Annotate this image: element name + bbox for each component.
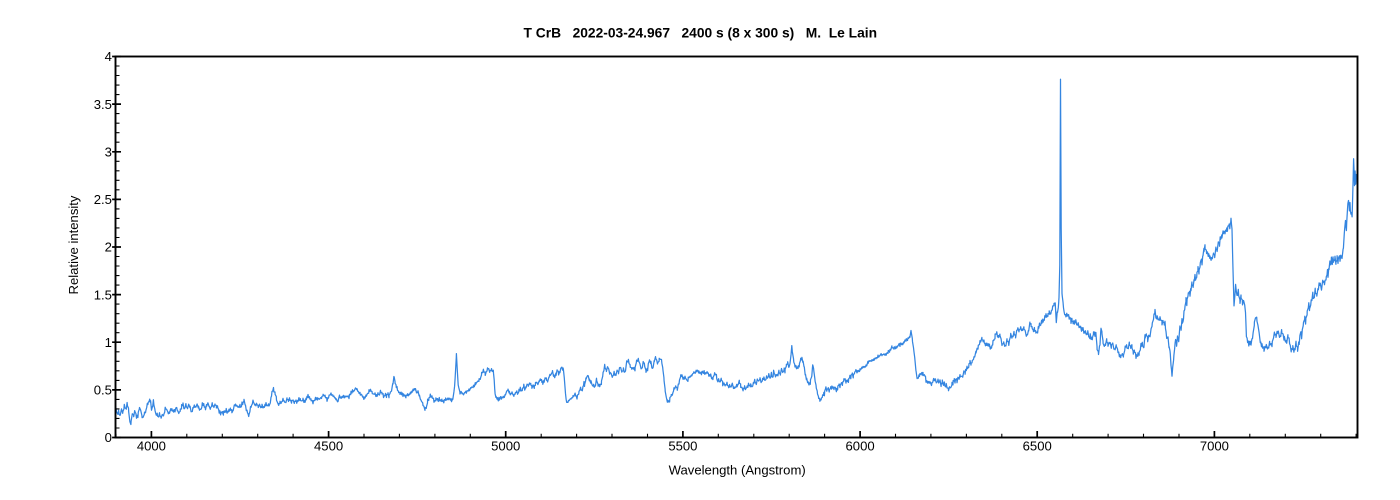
svg-text:0.5: 0.5 xyxy=(94,383,112,398)
svg-text:1.5: 1.5 xyxy=(94,287,112,302)
svg-text:4000: 4000 xyxy=(137,439,166,454)
svg-text:6500: 6500 xyxy=(1023,439,1052,454)
svg-text:2.5: 2.5 xyxy=(94,192,112,207)
svg-text:5500: 5500 xyxy=(668,439,697,454)
svg-text:Wavelength (Angstrom): Wavelength (Angstrom) xyxy=(669,463,806,478)
svg-text:T CrB 2022-03-24.967 2400: T CrB 2022-03-24.967 2400 s (8 x 300 s) … xyxy=(524,26,878,41)
svg-text:0: 0 xyxy=(105,430,112,445)
svg-text:Relative intensity: Relative intensity xyxy=(66,195,81,294)
svg-text:2: 2 xyxy=(105,240,112,255)
svg-text:7000: 7000 xyxy=(1200,439,1229,454)
svg-text:1: 1 xyxy=(105,335,112,350)
svg-text:4500: 4500 xyxy=(314,439,343,454)
svg-text:3: 3 xyxy=(105,144,112,159)
svg-text:6000: 6000 xyxy=(846,439,875,454)
svg-text:4: 4 xyxy=(105,49,112,64)
svg-text:3.5: 3.5 xyxy=(94,97,112,112)
svg-text:5000: 5000 xyxy=(491,439,520,454)
